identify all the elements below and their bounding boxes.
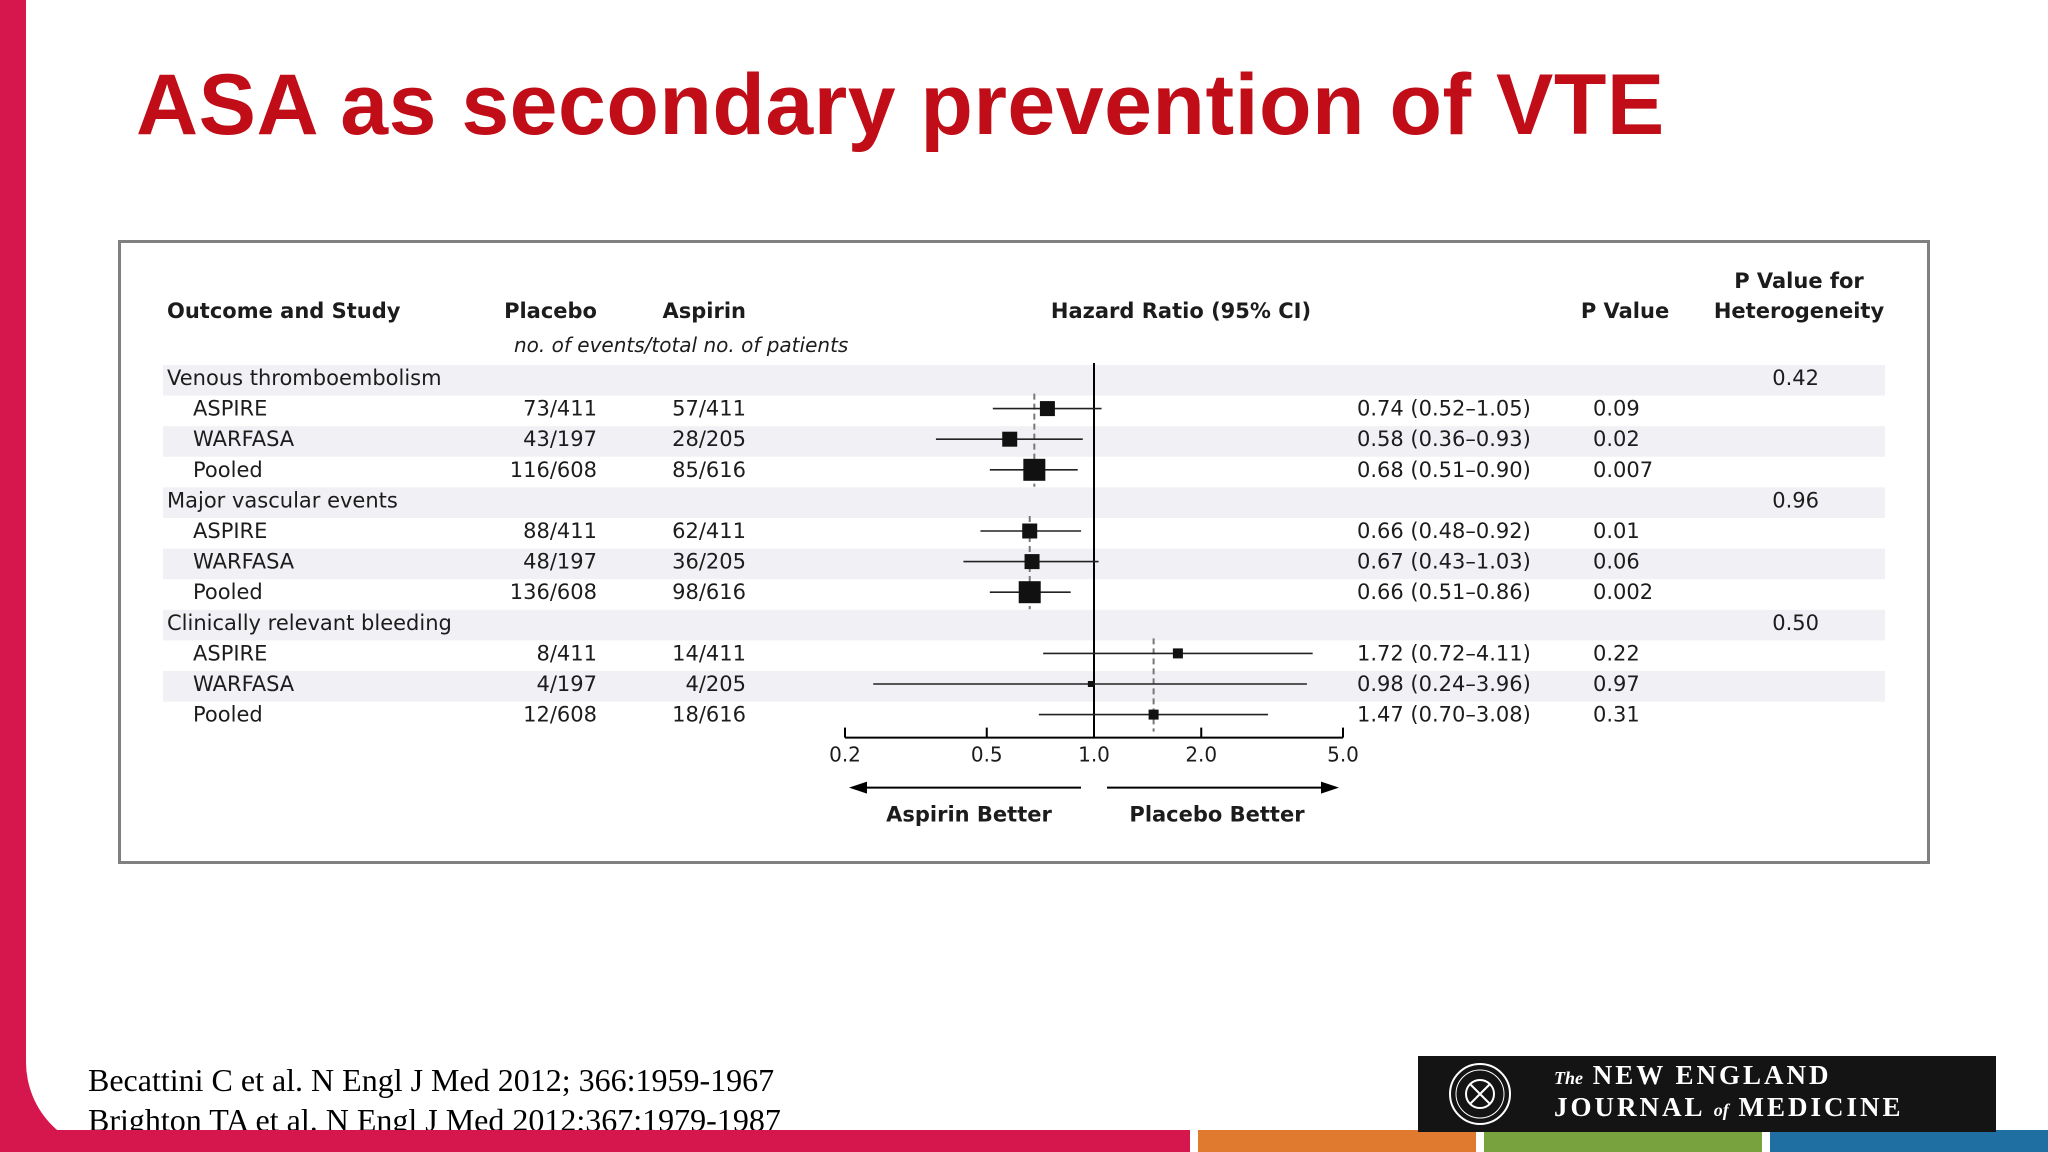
hazard-ratio-ci-value: 0.67 (0.43–1.03) xyxy=(1357,550,1531,574)
header-aspirin: Aspirin xyxy=(663,299,747,323)
x-tick-label: 5.0 xyxy=(1327,743,1359,767)
hazard-ratio-ci-value: 1.72 (0.72–4.11) xyxy=(1357,641,1531,665)
hazard-ratio-ci-value: 0.74 (0.52–1.05) xyxy=(1357,397,1531,421)
hazard-ratio-ci-value: 1.47 (0.70–3.08) xyxy=(1357,703,1531,727)
slide-title: ASA as secondary prevention of VTE xyxy=(136,57,1665,153)
aspirin-value: 14/411 xyxy=(672,641,746,665)
aspirin-value: 4/205 xyxy=(685,672,746,696)
left-arrow-head xyxy=(849,781,867,794)
forest-plot: Outcome and Study Placebo Aspirin no. of ev… xyxy=(163,269,1885,827)
placebo-value: 136/608 xyxy=(510,580,597,604)
point-estimate xyxy=(1024,554,1040,570)
hazard-ratio-ci-value: 0.98 (0.24–3.96) xyxy=(1357,672,1531,696)
row-shading xyxy=(163,426,1885,457)
nejm-logo-line1: The NEW ENGLAND xyxy=(1554,1060,1832,1090)
placebo-value: 12/608 xyxy=(523,703,597,727)
point-estimate xyxy=(1018,581,1041,604)
aspirin-value: 36/205 xyxy=(672,550,746,574)
p-het-value: 0.42 xyxy=(1772,366,1819,390)
group-label: Clinically relevant bleeding xyxy=(167,611,452,635)
nejm-logo: The NEW ENGLAND JOURNAL of MEDICINE xyxy=(1418,1056,1996,1132)
p-value: 0.09 xyxy=(1593,397,1640,421)
placebo-value: 73/411 xyxy=(523,397,597,421)
p-value: 0.01 xyxy=(1593,519,1640,543)
left-accent-bar xyxy=(0,0,26,1152)
aspirin-value: 85/616 xyxy=(672,458,746,482)
placebo-better-label: Placebo Better xyxy=(1129,803,1305,827)
study-label: Pooled xyxy=(193,580,263,604)
hazard-ratio-ci-value: 0.66 (0.48–0.92) xyxy=(1357,519,1531,543)
placebo-value: 43/197 xyxy=(523,427,597,451)
footer-stripe-red xyxy=(0,1130,1190,1152)
p-het-value: 0.96 xyxy=(1772,488,1819,512)
group-label: Major vascular events xyxy=(167,488,398,512)
aspirin-value: 18/616 xyxy=(672,703,746,727)
row-shading xyxy=(163,609,1885,641)
header-subheader: no. of events/total no. of patients xyxy=(514,333,848,357)
x-tick-label: 2.0 xyxy=(1185,743,1217,767)
study-label: Pooled xyxy=(193,703,263,727)
point-estimate xyxy=(1039,401,1055,417)
header-hazard-ratio: Hazard Ratio (95% CI) xyxy=(1051,299,1311,323)
p-value: 0.007 xyxy=(1593,458,1653,482)
footer-stripe-blue xyxy=(1770,1130,2048,1152)
x-tick-label: 1.0 xyxy=(1078,743,1110,767)
right-arrow-head xyxy=(1321,781,1339,794)
p-value: 0.002 xyxy=(1593,580,1653,604)
aspirin-value: 28/205 xyxy=(672,427,746,451)
footer-stripe-orange xyxy=(1198,1130,1476,1152)
placebo-value: 48/197 xyxy=(523,550,597,574)
point-estimate xyxy=(1022,523,1038,539)
aspirin-better-label: Aspirin Better xyxy=(886,803,1052,827)
x-tick-label: 0.5 xyxy=(971,743,1003,767)
aspirin-value: 98/616 xyxy=(672,580,746,604)
p-value: 0.97 xyxy=(1593,672,1640,696)
study-label: Pooled xyxy=(193,458,263,482)
p-value: 0.02 xyxy=(1593,427,1640,451)
hazard-ratio-ci-value: 0.66 (0.51–0.86) xyxy=(1357,580,1531,604)
study-label: ASPIRE xyxy=(193,397,267,421)
footer-stripe-green xyxy=(1484,1130,1762,1152)
header-p-het-line2: Heterogeneity xyxy=(1714,299,1885,323)
header-p-value: P Value xyxy=(1581,299,1669,323)
placebo-value: 116/608 xyxy=(510,458,597,482)
x-tick-label: 0.2 xyxy=(829,743,861,767)
study-label: WARFASA xyxy=(193,672,295,696)
reference-becattini: Becattini C et al. N Engl J Med 2012; 36… xyxy=(88,1062,775,1098)
hazard-ratio-ci-value: 0.58 (0.36–0.93) xyxy=(1357,427,1531,451)
point-estimate xyxy=(1087,681,1094,687)
header-placebo: Placebo xyxy=(504,299,597,323)
study-label: ASPIRE xyxy=(193,641,267,665)
point-estimate xyxy=(1172,648,1183,659)
nejm-seal-icon xyxy=(1449,1063,1511,1125)
point-estimate xyxy=(1148,709,1159,720)
header-p-het-line1: P Value for xyxy=(1734,269,1864,293)
point-estimate xyxy=(1002,431,1018,447)
study-label: WARFASA xyxy=(193,427,295,451)
study-label: WARFASA xyxy=(193,550,295,574)
p-value: 0.06 xyxy=(1593,550,1640,574)
study-label: ASPIRE xyxy=(193,519,267,543)
point-estimate xyxy=(1023,458,1046,481)
row-shading xyxy=(163,548,1885,580)
p-value: 0.31 xyxy=(1593,703,1640,727)
group-label: Venous thromboembolism xyxy=(167,366,442,390)
placebo-value: 8/411 xyxy=(536,641,597,665)
placebo-value: 4/197 xyxy=(536,672,597,696)
aspirin-value: 57/411 xyxy=(672,397,746,421)
hazard-ratio-ci-value: 0.68 (0.51–0.90) xyxy=(1357,458,1531,482)
header-outcome-study: Outcome and Study xyxy=(167,299,401,323)
row-shading xyxy=(163,487,1885,518)
p-value: 0.22 xyxy=(1593,641,1640,665)
row-shading xyxy=(163,365,1885,396)
nejm-logo-line2: JOURNAL of MEDICINE xyxy=(1554,1092,1904,1122)
forest-plot-figure: Outcome and Study Placebo Aspirin no. of ev… xyxy=(118,240,1930,864)
row-shading xyxy=(163,671,1885,702)
aspirin-value: 62/411 xyxy=(672,519,746,543)
p-het-value: 0.50 xyxy=(1772,611,1819,635)
placebo-value: 88/411 xyxy=(523,519,597,543)
